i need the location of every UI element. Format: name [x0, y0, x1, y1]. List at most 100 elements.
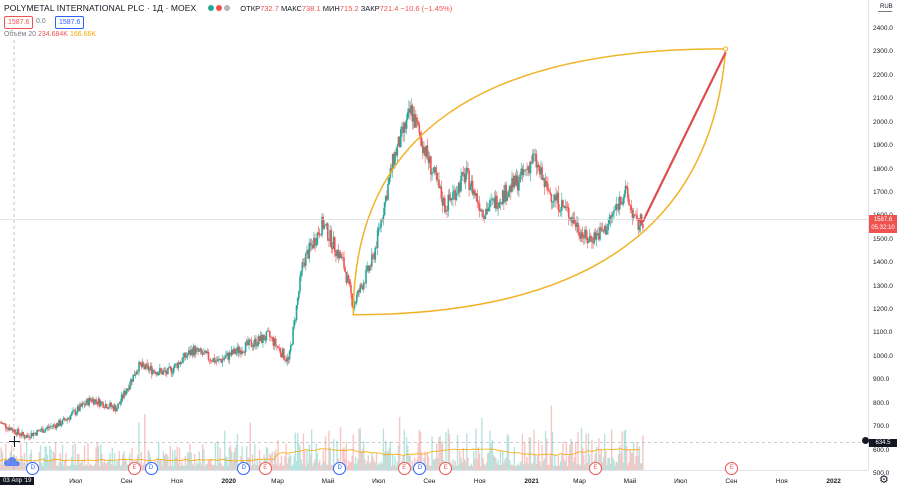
settings-gear-icon[interactable]: ⚙: [879, 474, 889, 486]
candle-body: [198, 350, 201, 352]
candle-body: [285, 359, 287, 362]
candle-body: [588, 235, 591, 242]
candle-body: [394, 152, 396, 165]
candle-body: [284, 359, 286, 360]
crosshair-marker: [862, 437, 869, 444]
candle-body: [248, 339, 250, 346]
currency-label[interactable]: RUB: [880, 4, 893, 10]
volume-bar: [219, 447, 221, 470]
candle-body: [262, 334, 264, 343]
volume-bar: [248, 457, 250, 470]
candle-body: [329, 229, 331, 241]
candle-body: [90, 399, 93, 402]
sell-button[interactable]: 1587.6: [4, 16, 34, 29]
candle-body: [87, 399, 89, 406]
volume-bar: [177, 463, 180, 470]
dividend-event-icon[interactable]: D: [237, 462, 251, 475]
candle-body: [98, 398, 101, 407]
volume-bar: [526, 456, 528, 470]
candle-body: [15, 433, 18, 435]
volume-bar: [528, 436, 531, 470]
candle-body: [357, 290, 359, 296]
volume-bar: [59, 452, 61, 470]
price-axis[interactable]: [868, 0, 900, 470]
candle-body: [259, 335, 262, 342]
volume-bar: [374, 462, 377, 470]
volume-bar: [25, 442, 28, 470]
candle-body: [478, 203, 481, 211]
candle-body: [578, 232, 580, 236]
earnings-event-icon[interactable]: E: [397, 462, 411, 475]
volume-bar: [265, 446, 268, 470]
volume-legend: Объём 20 234.684K 166.66K: [4, 31, 96, 38]
volume-bar: [111, 448, 114, 470]
symbol-title[interactable]: POLYMETAL INTERNATIONAL PLC · 1Д · MOEX: [4, 3, 197, 13]
candle-body: [163, 370, 166, 372]
candle-body: [642, 223, 644, 229]
volume-bar: [0, 464, 1, 470]
volume-bar: [471, 465, 474, 470]
earnings-event-icon[interactable]: E: [588, 462, 602, 475]
candle-body: [551, 201, 554, 203]
volume-bar: [365, 464, 367, 470]
volume-bar: [552, 465, 555, 470]
buy-button[interactable]: 1587.6: [55, 16, 85, 29]
earnings-event-icon[interactable]: E: [725, 462, 739, 475]
volume-bar: [548, 465, 550, 470]
volume-bar: [366, 460, 368, 470]
dividend-event-icon[interactable]: D: [413, 462, 427, 475]
time-tick-label: 2021: [524, 478, 539, 485]
volume-bar: [572, 461, 575, 470]
volume-bar: [234, 448, 236, 470]
candle-body: [587, 241, 590, 244]
candle-body: [81, 403, 84, 407]
volume-bar: [470, 463, 473, 470]
volume-bar: [210, 458, 212, 470]
volume-bar: [504, 458, 506, 470]
candle-body: [377, 227, 380, 230]
drawings[interactable]: [352, 46, 729, 316]
candle-body: [77, 406, 80, 411]
time-axis[interactable]: [0, 470, 868, 489]
candle-body: [228, 352, 231, 360]
candle-body: [32, 432, 35, 437]
candle-body: [508, 185, 511, 193]
volume-bar: [222, 465, 225, 470]
candle-body: [196, 347, 198, 349]
volume-bar: [578, 464, 580, 470]
candle-body: [617, 204, 620, 210]
candle-body: [292, 327, 294, 345]
volume-bar: [225, 456, 227, 470]
volume-bar: [535, 463, 538, 470]
volume-bar: [192, 465, 195, 470]
volume-bar: [638, 446, 641, 470]
volume-bar: [497, 459, 499, 470]
volume-bar: [621, 431, 623, 470]
candle-body: [305, 253, 307, 266]
candle-body: [298, 291, 300, 299]
volume-bar: [236, 433, 239, 470]
volume-bar: [218, 463, 220, 470]
earnings-event-icon[interactable]: E: [439, 462, 453, 475]
candle-body: [445, 210, 447, 212]
dividend-event-icon[interactable]: D: [144, 462, 158, 475]
time-tick-label: Сен: [120, 478, 133, 485]
candle-body: [270, 336, 272, 338]
dividend-event-icon[interactable]: D: [26, 462, 40, 475]
volume-bar: [205, 463, 207, 470]
candle-body: [121, 394, 124, 399]
candle-body: [486, 208, 489, 211]
volume-bar: [73, 464, 75, 470]
earnings-event-icon[interactable]: E: [258, 462, 272, 475]
volume-bar: [347, 460, 350, 470]
dividend-event-icon[interactable]: D: [333, 462, 347, 475]
tradingview-logo-icon[interactable]: [4, 457, 20, 467]
candle-body: [442, 197, 445, 206]
candle-body: [592, 242, 594, 244]
volume-bar: [354, 456, 357, 470]
volume-bar: [388, 447, 390, 470]
candle-body: [280, 353, 283, 358]
earnings-event-icon[interactable]: E: [128, 462, 142, 475]
time-tick-label: 2022: [826, 478, 841, 485]
